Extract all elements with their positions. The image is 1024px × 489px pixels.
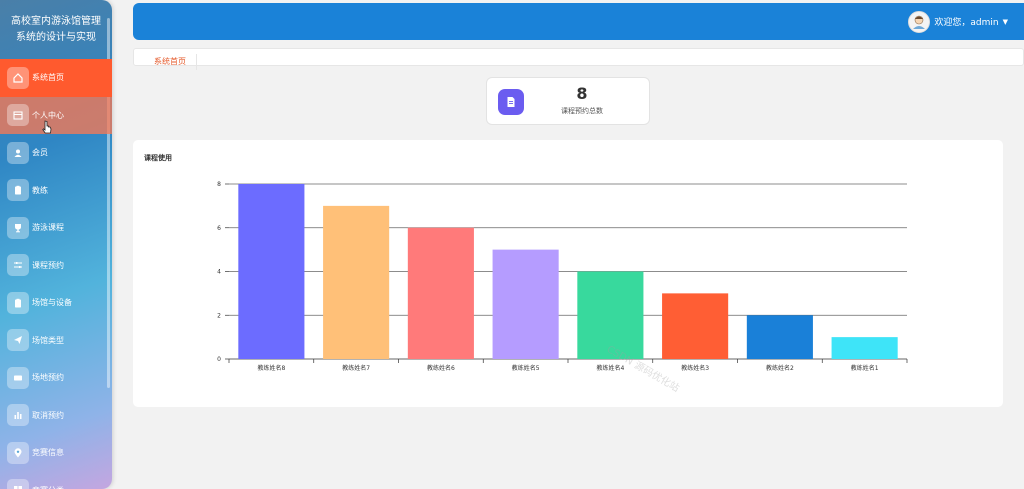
breadcrumb: 系统首页 bbox=[133, 48, 1024, 70]
sidebar-item-5[interactable]: 游泳课程 bbox=[0, 209, 112, 247]
sidebar-item-8[interactable]: 场馆类型 bbox=[0, 322, 112, 360]
user-icon bbox=[7, 141, 29, 164]
y-tick-label: 4 bbox=[217, 269, 221, 276]
sliders-icon bbox=[7, 254, 29, 277]
sidebar-item-4[interactable]: 教练 bbox=[0, 172, 112, 210]
y-tick-label: 2 bbox=[217, 312, 221, 319]
grid-icon bbox=[7, 479, 29, 489]
sidebar-item-label: 会员 bbox=[32, 148, 48, 158]
calendar-icon bbox=[7, 104, 29, 127]
bar-chart-icon bbox=[7, 404, 29, 427]
user-avatar-icon bbox=[913, 15, 926, 29]
y-tick-label: 8 bbox=[217, 181, 221, 188]
bar bbox=[407, 227, 474, 359]
location-icon bbox=[7, 441, 29, 464]
sidebar-item-label: 场馆类型 bbox=[32, 335, 64, 345]
sidebar-item-label: 个人中心 bbox=[32, 110, 64, 120]
bar bbox=[746, 315, 813, 359]
top-header: 欢迎您，admin ▼ bbox=[133, 3, 1024, 40]
document-icon bbox=[498, 89, 524, 115]
sidebar-item-label: 取消预约 bbox=[32, 410, 64, 420]
sidebar: 高校室内游泳馆管理 系统的设计与实现 系统首页个人中心会员教练游泳课程课程预约场… bbox=[0, 0, 112, 489]
app-title-line2: 系统的设计与实现 bbox=[16, 32, 96, 43]
welcome-text[interactable]: 欢迎您，admin bbox=[934, 18, 999, 28]
x-tick-label: 教练姓名2 bbox=[766, 364, 794, 372]
app-title: 高校室内游泳馆管理 系统的设计与实现 bbox=[0, 14, 112, 46]
sidebar-menu: 系统首页个人中心会员教练游泳课程课程预约场馆与设备场馆类型场地预约取消预约竞赛信… bbox=[0, 59, 112, 489]
home-icon bbox=[7, 66, 29, 89]
x-tick-label: 教练姓名7 bbox=[342, 364, 370, 372]
breadcrumb-home[interactable]: 系统首页 bbox=[134, 54, 197, 70]
sidebar-item-6[interactable]: 课程预约 bbox=[0, 247, 112, 285]
sidebar-item-1[interactable]: 系统首页 bbox=[0, 59, 112, 97]
stat-value: 8 bbox=[576, 84, 588, 103]
x-tick-label: 教练姓名3 bbox=[681, 364, 709, 372]
mouse-pointer-icon bbox=[42, 120, 52, 134]
sidebar-item-label: 教练 bbox=[32, 185, 48, 195]
x-tick-label: 教练姓名4 bbox=[596, 364, 624, 372]
bar bbox=[238, 184, 305, 359]
chart-card: 课程使用 0 2 4 6 8 教练姓名8 教练姓名7 教练姓名6 教练姓名5 教练姓名4 教练姓名3… bbox=[133, 140, 1003, 407]
clipboard-icon bbox=[7, 291, 29, 314]
sidebar-item-label: 场馆与设备 bbox=[32, 298, 72, 308]
sidebar-item-12[interactable]: 竞赛分类 bbox=[0, 472, 112, 489]
sidebar-item-2[interactable]: 个人中心 bbox=[0, 96, 112, 134]
app-title-line1: 高校室内游泳馆管理 bbox=[11, 16, 101, 27]
sidebar-item-label: 场地预约 bbox=[32, 373, 64, 383]
stat-card-course-bookings: 8 课程预约总数 bbox=[486, 77, 650, 125]
send-icon bbox=[7, 329, 29, 352]
ticket-icon bbox=[7, 366, 29, 389]
x-tick-label: 教练姓名1 bbox=[851, 364, 879, 372]
sidebar-item-label: 竞赛分类 bbox=[32, 485, 64, 489]
trophy-icon bbox=[7, 216, 29, 239]
sidebar-item-label: 系统首页 bbox=[32, 73, 64, 83]
sidebar-item-label: 游泳课程 bbox=[32, 223, 64, 233]
chart-title: 课程使用 bbox=[144, 154, 172, 162]
y-tick-label: 0 bbox=[217, 356, 221, 363]
bar bbox=[831, 337, 898, 359]
x-tick-label: 教练姓名6 bbox=[427, 364, 455, 372]
sidebar-item-10[interactable]: 取消预约 bbox=[0, 397, 112, 435]
avatar[interactable] bbox=[908, 10, 931, 33]
bar bbox=[662, 293, 729, 359]
sidebar-scrollbar[interactable] bbox=[107, 18, 110, 388]
stat-label: 课程预约总数 bbox=[561, 107, 603, 115]
y-tick-label: 6 bbox=[217, 225, 221, 232]
sidebar-item-11[interactable]: 竞赛信息 bbox=[0, 434, 112, 472]
bar-chart: 0 2 4 6 8 教练姓名8 教练姓名7 教练姓名6 教练姓名5 教练姓名4 教练姓名3 教练姓名2… bbox=[217, 181, 908, 372]
sidebar-item-label: 课程预约 bbox=[32, 260, 64, 270]
x-tick-label: 教练姓名5 bbox=[512, 364, 540, 372]
clipboard-icon bbox=[7, 179, 29, 202]
sidebar-item-7[interactable]: 场馆与设备 bbox=[0, 284, 112, 322]
chevron-down-icon[interactable]: ▼ bbox=[1002, 17, 1008, 26]
bar bbox=[577, 271, 644, 359]
sidebar-item-3[interactable]: 会员 bbox=[0, 134, 112, 172]
bar bbox=[323, 205, 390, 359]
bar bbox=[492, 249, 559, 359]
sidebar-item-label: 竞赛信息 bbox=[32, 448, 64, 458]
sidebar-item-9[interactable]: 场地预约 bbox=[0, 359, 112, 397]
x-tick-label: 教练姓名8 bbox=[257, 364, 285, 372]
